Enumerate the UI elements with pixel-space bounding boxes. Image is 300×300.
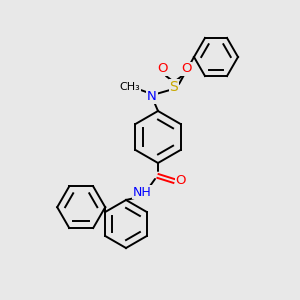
Text: O: O xyxy=(176,175,186,188)
Text: N: N xyxy=(147,91,157,103)
Text: CH₃: CH₃ xyxy=(120,82,140,92)
Text: O: O xyxy=(157,62,167,76)
Text: S: S xyxy=(169,80,178,94)
Text: O: O xyxy=(181,62,191,76)
Text: NH: NH xyxy=(133,185,152,199)
